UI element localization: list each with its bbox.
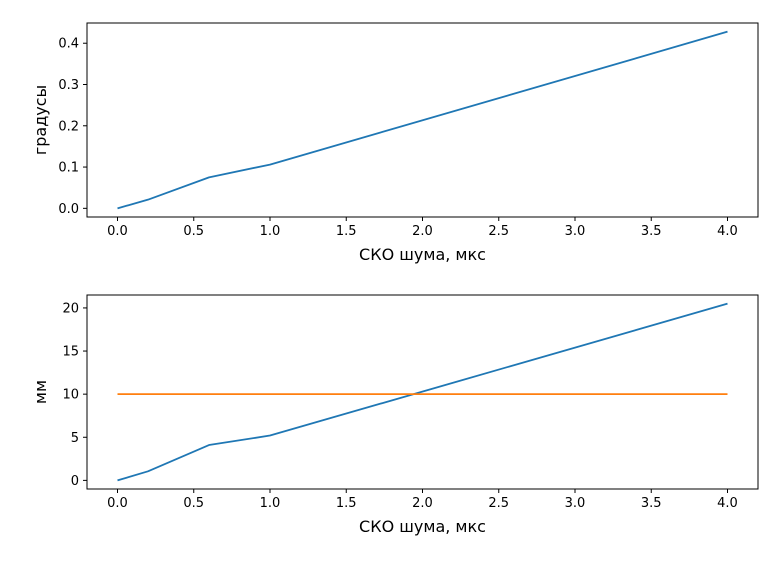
x-axis-label: СКО шума, мкс — [359, 517, 486, 536]
x-tick-label: 4.0 — [717, 496, 738, 511]
y-tick-label: 5 — [71, 431, 79, 446]
y-tick-label: 0.1 — [58, 161, 79, 176]
x-tick-label: 4.0 — [717, 224, 738, 239]
x-tick-label: 2.5 — [488, 496, 509, 511]
x-tick-label: 0.5 — [183, 224, 204, 239]
y-tick-label: 0.0 — [58, 202, 79, 217]
y-tick-label: 20 — [62, 301, 79, 316]
x-tick-label: 2.0 — [412, 496, 433, 511]
x-tick-label: 1.0 — [260, 224, 281, 239]
y-tick-label: 10 — [62, 388, 79, 403]
y-axis-label: мм — [31, 380, 50, 404]
y-axis-label: градусы — [31, 85, 50, 155]
x-axis-label: СКО шума, мкс — [359, 245, 486, 264]
y-tick-label: 0.3 — [58, 78, 79, 93]
x-tick-label: 0.0 — [107, 224, 128, 239]
x-tick-label: 1.5 — [336, 496, 357, 511]
x-tick-label: 2.0 — [412, 224, 433, 239]
y-tick-label: 0 — [71, 474, 79, 489]
x-tick-label: 2.5 — [488, 224, 509, 239]
x-tick-label: 0.5 — [183, 496, 204, 511]
x-tick-label: 3.0 — [565, 224, 586, 239]
x-tick-label: 3.5 — [641, 496, 662, 511]
x-tick-label: 1.0 — [260, 496, 281, 511]
x-tick-label: 0.0 — [107, 496, 128, 511]
chart-panel-1: 0.0 0.5 1.0 1.5 2.0 2.5 3.0 3.5 4.0 0.0 0.1 0.2 0.3 0… — [31, 22, 759, 264]
x-tick-label: 3.5 — [641, 224, 662, 239]
x-tick-label: 1.5 — [336, 224, 357, 239]
y-tick-label: 15 — [62, 345, 79, 360]
y-tick-label: 0.4 — [58, 37, 79, 52]
chart-panel-2: 0.0 0.5 1.0 1.5 2.0 2.5 3.0 3.5 4.0 0 5 10 15 20 СКО ш… — [31, 294, 759, 536]
series-line-1 — [117, 302, 728, 482]
y-tick-label: 0.2 — [58, 119, 79, 134]
series-line-1 — [117, 30, 728, 210]
x-tick-label: 3.0 — [565, 496, 586, 511]
